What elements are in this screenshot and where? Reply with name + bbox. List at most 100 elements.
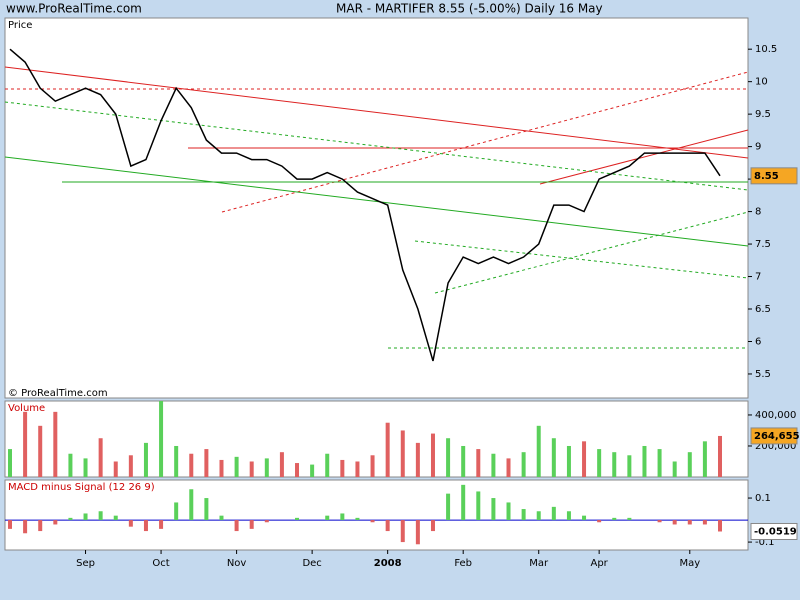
volume-bar — [83, 458, 88, 477]
volume-bar — [642, 445, 647, 477]
x-tick-label: Sep — [76, 558, 95, 569]
volume-bar — [295, 463, 300, 477]
volume-bar — [718, 435, 722, 477]
macd-bar — [400, 520, 405, 543]
volume-bar — [672, 461, 677, 477]
volume-bar — [687, 452, 692, 477]
macd-panel — [4, 479, 749, 551]
macd-bar — [189, 489, 194, 521]
y-tick-label: -0.1 — [755, 537, 775, 548]
y-tick-label: 9 — [755, 142, 761, 153]
price-panel — [4, 17, 749, 399]
volume-bar — [38, 425, 43, 477]
macd-bar — [582, 515, 587, 521]
volume-bar — [702, 441, 707, 477]
volume-bar — [551, 438, 556, 477]
macd-bar — [702, 520, 707, 525]
y-tick-label: 200,000 — [755, 441, 796, 452]
volume-bar — [310, 464, 315, 477]
y-tick-label: 0.1 — [755, 493, 771, 504]
macd-bar — [566, 511, 571, 521]
macd-bar — [249, 520, 254, 529]
macd-bar — [627, 517, 632, 521]
macd-bar — [295, 517, 300, 521]
volume-bar — [8, 449, 12, 477]
x-tick-label: Apr — [590, 558, 608, 569]
trend-lines — [4, 66, 749, 349]
volume-panel — [4, 400, 749, 478]
macd-bar — [83, 513, 88, 521]
macd-bar — [506, 502, 511, 521]
y-tick-label: 6 — [755, 336, 761, 347]
y-tick-label: 9.5 — [755, 109, 771, 120]
macd-bar — [143, 520, 148, 532]
macd-bar — [113, 515, 118, 521]
volume-bar — [174, 445, 179, 477]
macd-bar — [718, 520, 722, 532]
x-tick-label: Feb — [454, 558, 472, 569]
volume-bar — [461, 445, 466, 477]
current-value-box — [750, 167, 798, 185]
macd-bar — [234, 520, 239, 532]
current-value-label: 8.55 — [754, 171, 779, 182]
macd-bar — [612, 517, 617, 521]
volume-bar — [521, 452, 526, 477]
macd-bar — [446, 493, 451, 521]
macd-bar — [219, 515, 224, 521]
volume-bar — [234, 456, 239, 477]
volume-bar — [627, 455, 632, 477]
macd-bar — [355, 517, 360, 521]
y-tick-label: 6.5 — [755, 304, 771, 315]
volume-bar — [597, 449, 602, 477]
macd-bar — [159, 520, 164, 529]
volume-bar — [189, 453, 194, 477]
volume-bar — [53, 411, 58, 477]
macd-bar — [98, 511, 103, 521]
volume-bar — [219, 459, 224, 477]
volume-bar — [536, 425, 541, 477]
macd-bar — [53, 520, 58, 525]
volume-bar — [249, 461, 254, 477]
volume-bar — [279, 452, 284, 477]
x-tick-label: Oct — [152, 558, 169, 569]
macd-bar — [23, 520, 28, 534]
macd-bar — [491, 498, 496, 521]
macd-bar — [687, 520, 692, 525]
x-tick-label: May — [679, 558, 700, 569]
macd-bar — [597, 520, 602, 523]
macd-bar — [174, 502, 179, 521]
volume-bar — [128, 455, 133, 477]
macd-bar — [8, 520, 12, 529]
macd-bar — [385, 520, 390, 532]
x-tick-label: 2008 — [374, 558, 402, 569]
macd-bar — [370, 520, 375, 523]
macd-bar — [430, 520, 435, 532]
x-tick-label: Dec — [302, 558, 321, 569]
y-tick-label: 5.5 — [755, 369, 771, 380]
volume-bar — [325, 453, 330, 477]
panel-title: MACD minus Signal (12 26 9) — [8, 482, 155, 493]
volume-bar — [204, 449, 209, 477]
y-tick-label: 8 — [755, 207, 761, 218]
y-tick-label: 10 — [755, 77, 768, 88]
panel-title: Price — [8, 20, 32, 31]
x-tick-label: Mar — [529, 558, 549, 569]
panel-title: Volume — [8, 403, 45, 414]
macd-bar — [415, 520, 420, 545]
y-tick-label: 7 — [755, 272, 761, 283]
volume-bar — [430, 433, 435, 477]
volume-bar — [476, 449, 481, 477]
macd-bar — [672, 520, 677, 525]
macd-bar — [325, 515, 330, 521]
macd-bar — [264, 520, 269, 523]
price-line — [9, 48, 721, 362]
volume-bar — [68, 453, 73, 477]
y-tick-label: 7.5 — [755, 239, 771, 250]
macd-bar — [536, 511, 541, 521]
macd-bar — [461, 484, 466, 521]
macd-bar — [476, 491, 481, 521]
macd-bar — [521, 509, 526, 521]
x-tick-label: Nov — [227, 558, 247, 569]
macd-bar — [204, 498, 209, 521]
